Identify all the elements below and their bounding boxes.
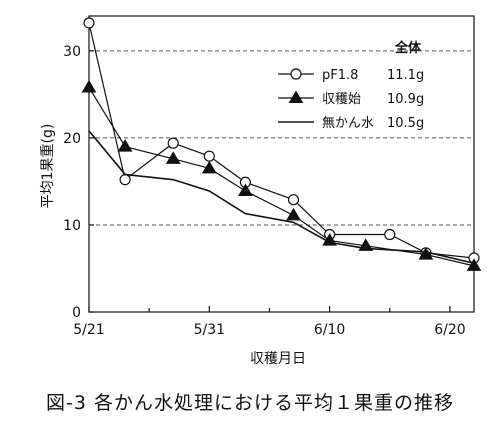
data-point-1-2: [165, 151, 181, 164]
data-point-0-0: [83, 17, 95, 29]
data-point-1-4: [238, 183, 253, 197]
legend-marker-1: [288, 90, 304, 104]
data-point-0-3: [203, 150, 215, 162]
grid-lines: [89, 50, 474, 226]
legend-marker-0: [290, 68, 302, 80]
legend-total-1: 10.9g: [387, 92, 424, 107]
legend-item-0: pF1.8 11.1g: [278, 68, 424, 83]
series-0: [83, 17, 480, 264]
axis-labels: 収穫月日 平均1果重(g) 図-3 各かん水処理における平均１果重の推移: [40, 124, 454, 414]
series-2: [88, 130, 475, 265]
y-tick-label-0: 0: [72, 305, 81, 321]
series-line-2: [88, 130, 475, 265]
data-point-1-5: [286, 207, 301, 221]
legend: 全体 pF1.8 11.1g 収穫始 10.9g 無かん水 10.5g: [278, 40, 424, 131]
plot-frame: [88, 15, 475, 313]
y-tick-label-20: 20: [63, 131, 81, 147]
series-line-0: [88, 22, 475, 259]
legend-header: 全体: [394, 40, 422, 56]
legend-label-0: pF1.8: [322, 68, 358, 83]
y-tick-label-10: 10: [63, 218, 81, 234]
legend-item-2: 無かん水 10.5g: [278, 116, 424, 131]
data-point-1-3: [201, 160, 217, 174]
data-point-0-2: [167, 137, 179, 149]
x-tick-label-6-10: 6/10: [314, 322, 345, 338]
legend-total-2: 10.5g: [387, 116, 424, 131]
data-point-1-0: [81, 79, 97, 93]
data-point-1-1: [117, 139, 133, 152]
axes: 0 10 20 30 5/21 5/31 6/10 6/20: [63, 15, 475, 338]
y-tick-label-30: 30: [63, 44, 81, 60]
data-point-0-7: [384, 228, 396, 241]
data-point-0-5: [287, 194, 300, 206]
data-point-1-8: [418, 247, 434, 260]
y-axis-title: 平均1果重(g): [40, 124, 56, 209]
legend-label-1: 収穫始: [322, 92, 361, 107]
legend-label-2: 無かん水: [322, 116, 374, 131]
legend-total-0: 11.1g: [387, 68, 424, 83]
series-lines: [81, 17, 482, 271]
x-tick-label-5-21: 5/21: [73, 322, 104, 338]
legend-item-1: 収穫始 10.9g: [278, 90, 424, 107]
x-tick-label-5-31: 5/31: [194, 322, 225, 338]
x-tick-label-6-20: 6/20: [434, 322, 465, 338]
data-point-0-1: [119, 174, 131, 186]
x-axis-title: 収穫月日: [250, 351, 306, 367]
figure-caption: 図-3 各かん水処理における平均１果重の推移: [46, 392, 454, 414]
data-point-1-9: [466, 258, 482, 271]
